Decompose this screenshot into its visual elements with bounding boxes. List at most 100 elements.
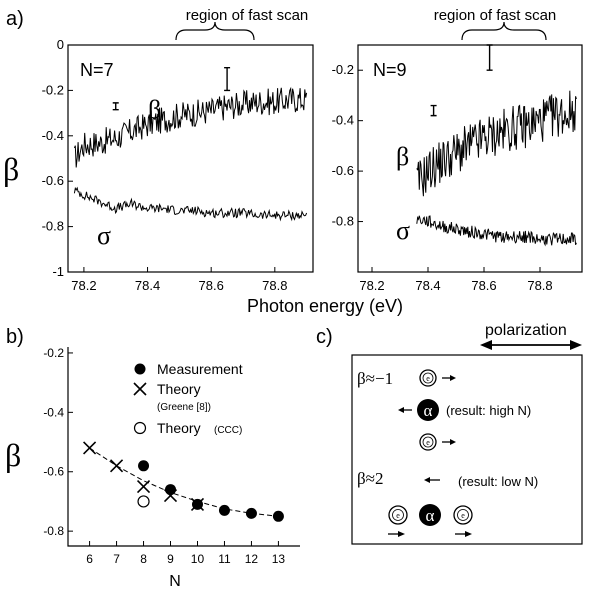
legend-marker-theory-greene [133, 382, 147, 396]
legend-marker-theory-ccc [133, 421, 147, 435]
polarization-arrow [480, 340, 582, 350]
brace-left [175, 21, 255, 41]
axes-b [67, 347, 300, 547]
error-bar [112, 102, 119, 111]
inset-label-n9: N=9 [373, 60, 407, 80]
x-tick-label: 78.4 [135, 278, 160, 293]
data-a-left [73, 67, 308, 222]
series-line-beta [416, 90, 577, 197]
x-tick-label: 11 [218, 552, 231, 566]
series-line-sigma [73, 186, 308, 222]
error-bar [224, 67, 231, 92]
x-tick-label: 78.6 [471, 278, 496, 293]
panel-b-label: b) [6, 326, 24, 348]
panel-c-label: c) [316, 326, 333, 348]
measurement-point [272, 510, 284, 522]
electron-label: e [426, 374, 430, 383]
plot-frame-a-left [67, 44, 314, 273]
panel-a-left: a) region of fast scan β N=7 β σ 78.2 78.… [3, 7, 314, 293]
y-tick-label: -0.2 [43, 346, 64, 360]
y-axis-label-a: β [3, 151, 19, 187]
alpha-label: α [426, 506, 435, 525]
y-tick-label: -0.4 [42, 128, 64, 143]
x-tick-label: 78.4 [415, 278, 440, 293]
measurement-point [191, 498, 203, 510]
series-line-sigma [416, 215, 577, 247]
legend-theory-ccc-ref: (CCC) [214, 425, 242, 436]
y-tick-label: -0.6 [42, 173, 64, 188]
x-tick-label: 78.2 [71, 278, 96, 293]
x-tick-label: 78.2 [359, 278, 384, 293]
brace-right [461, 21, 547, 41]
plot-frame-a-right [357, 44, 583, 273]
x-tick-label: 7 [113, 552, 120, 566]
y-tick-label: 0 [57, 37, 64, 52]
trend-line [89, 447, 279, 517]
x-tick-label: 9 [167, 552, 174, 566]
result-low-n: (result: low N) [458, 474, 538, 489]
arrow-right-1 [442, 375, 456, 381]
polarization-label: polarization [485, 322, 567, 339]
panel-b: b) β N 6 7 8 9 10 11 12 13 -0.2 -0.4 -0.6 -0.8 Meas… [5, 326, 300, 590]
legend-marker-measurement [134, 363, 146, 375]
arrow-right-4 [455, 531, 472, 537]
region-label-right: region of fast scan [434, 7, 557, 24]
legend-theory-greene: Theory [157, 381, 201, 397]
x-tick-label: 10 [191, 552, 205, 566]
arrow-left-2 [424, 477, 440, 483]
y-axis-label-b: β [5, 437, 21, 473]
series-label-sigma-right: σ [396, 216, 410, 245]
electron-top-1: e [419, 369, 437, 387]
beta-approx-two: β≈2 [357, 469, 383, 488]
arrow-right-3 [388, 531, 405, 537]
beta-approx-minus-one: β≈−1 [357, 369, 393, 388]
legend-theory-ccc: Theory [157, 420, 201, 436]
diagram-frame [351, 354, 583, 545]
y-tick-label: -0.2 [332, 62, 354, 77]
data-a-right [416, 44, 577, 247]
x-axis-label-photon-energy: Photon energy (eV) [247, 296, 403, 316]
error-bar [430, 104, 437, 117]
x-tick-label: 8 [140, 552, 147, 566]
x-tick-label: 13 [272, 552, 286, 566]
legend-b: Measurement Theory (Greene [8]) Theory (… [133, 361, 243, 436]
legend-theory-greene-ref: (Greene [8]) [157, 402, 211, 413]
x-tick-label: 78.6 [199, 278, 224, 293]
region-label-left: region of fast scan [186, 7, 309, 24]
alpha-label: α [424, 401, 433, 420]
electron-left-2: e [388, 505, 408, 525]
ticks-a-right: 78.2 78.4 78.6 78.8 -0.2 -0.4 -0.6 -0.8 [332, 62, 553, 293]
alpha-particle-1: α [417, 399, 439, 421]
measurement-point [165, 484, 177, 496]
y-tick-label: -1 [52, 264, 64, 279]
inset-label-n7: N=7 [80, 60, 114, 80]
y-tick-label: -0.6 [332, 163, 354, 178]
y-tick-label: -0.4 [43, 405, 64, 419]
theory-greene-point [83, 441, 97, 455]
x-tick-label: 78.8 [527, 278, 552, 293]
measurement-point [138, 460, 150, 472]
arrow-right-2 [442, 439, 456, 445]
series-label-sigma-left: σ [97, 221, 111, 250]
result-high-n: (result: high N) [446, 403, 531, 418]
panel-a-right: region of fast scan N=9 β σ 78.2 78.4 78.6… [332, 7, 583, 293]
theory-greene-point [109, 459, 124, 473]
y-tick-label: -0.8 [332, 214, 354, 229]
measurement-point [218, 504, 230, 516]
y-tick-label: -0.8 [43, 524, 64, 538]
ticks-b: 6 7 8 9 10 11 12 13 -0.2 -0.4 -0.6 -0.8 [43, 346, 285, 566]
x-tick-label: 6 [86, 552, 93, 566]
electron-label: e [426, 438, 430, 447]
theory-ccc-point [137, 495, 150, 508]
legend-measurement: Measurement [157, 361, 243, 377]
panel-c: c) polarization β≈−1 e α (result: high N… [316, 322, 583, 545]
electron-bottom-1: e [419, 433, 437, 451]
x-axis-label-n: N [169, 573, 181, 590]
series-label-beta-right: β [396, 142, 409, 171]
measurement-point [245, 507, 257, 519]
x-tick-label: 12 [245, 552, 259, 566]
y-tick-label: -0.2 [42, 82, 64, 97]
theory-greene-point [136, 480, 151, 494]
alpha-particle-2: α [419, 504, 441, 526]
